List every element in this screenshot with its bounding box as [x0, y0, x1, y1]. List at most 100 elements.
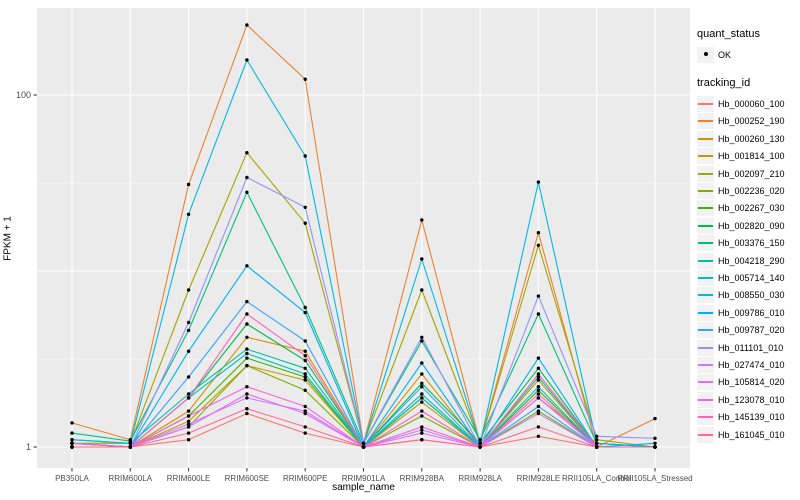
legend-key-line: [697, 165, 714, 182]
data-point: [186, 425, 191, 429]
legend-title-tracking-id: tracking_id: [697, 77, 751, 90]
data-point: [420, 257, 424, 261]
data-point: [245, 392, 249, 396]
data-point: [303, 305, 307, 310]
data-point: [245, 299, 249, 304]
legend-key-line: [697, 252, 714, 269]
legend-key-line: [697, 304, 714, 321]
data-point: [303, 378, 307, 382]
x-tick-label: RRIM928LA: [458, 474, 502, 483]
legend-item: Hb_161045_010: [697, 426, 800, 443]
legend-label: Hb_000060_100: [718, 99, 785, 110]
data-point: [420, 339, 424, 343]
data-point: [303, 310, 307, 315]
legend-line-swatch: [698, 155, 713, 158]
data-point: [70, 441, 74, 445]
data-point: [536, 294, 541, 298]
legend-label: Hb_011101_010: [718, 342, 784, 353]
data-point: [186, 409, 191, 413]
data-point: [245, 322, 249, 326]
legend-line-swatch: [698, 416, 713, 419]
data-point: [245, 190, 249, 194]
data-point: [245, 385, 249, 389]
legend-label: Hb_009786_010: [718, 307, 785, 318]
ok-point-icon: [703, 52, 708, 57]
data-point: [128, 441, 132, 445]
data-point: [420, 288, 424, 292]
x-tick-label: RRIM928BA: [400, 474, 445, 483]
legend-line-swatch: [698, 329, 713, 332]
legend-key-line: [697, 235, 714, 252]
data-point: [536, 356, 541, 360]
legend-label: Hb_001814_100: [718, 151, 785, 162]
legend-line-swatch: [698, 294, 713, 297]
data-point: [303, 205, 307, 209]
data-point: [70, 421, 74, 425]
data-point: [536, 434, 541, 438]
x-tick-label: PB350LA: [55, 474, 89, 483]
data-point: [536, 378, 541, 382]
legend-label: Hb_005714_140: [718, 272, 785, 283]
data-point: [420, 385, 424, 389]
legend-line-swatch: [698, 433, 713, 436]
data-point: [245, 396, 249, 400]
legend-quant-status: quant_status OK: [697, 28, 800, 63]
data-point: [303, 375, 307, 379]
legend-label: Hb_002820_090: [718, 220, 785, 231]
legend-key-line: [697, 217, 714, 234]
data-point: [420, 392, 424, 396]
data-point: [186, 320, 191, 325]
data-point: [245, 351, 249, 356]
x-tick-label: RRIM600LA: [108, 474, 152, 483]
data-point: [245, 312, 249, 316]
legend-item: Hb_002236_020: [697, 182, 800, 200]
data-point: [420, 335, 424, 339]
x-axis-title: sample_name: [332, 482, 395, 493]
data-point: [245, 175, 249, 180]
legend-key-line: [697, 269, 714, 286]
data-point: [186, 392, 191, 396]
data-point: [653, 416, 657, 421]
y-axis-title: FPKM + 1: [2, 216, 14, 261]
data-point: [70, 431, 74, 435]
data-point: [478, 441, 482, 445]
data-point: [420, 218, 424, 222]
x-tick-label: RRIM600SE: [225, 474, 269, 483]
data-point: [361, 445, 366, 449]
legend-item: Hb_009787_020: [697, 321, 800, 339]
data-point: [420, 414, 424, 418]
legend-label: Hb_105814_020: [718, 377, 785, 388]
legend-line-swatch: [698, 363, 713, 366]
data-point: [303, 366, 307, 370]
legend-key-line: [697, 374, 714, 391]
legend-item: Hb_145139_010: [697, 408, 800, 426]
data-point: [186, 288, 191, 292]
data-point: [186, 396, 191, 400]
data-point: [595, 438, 599, 442]
data-point: [595, 445, 599, 449]
data-point: [536, 392, 541, 396]
data-point: [245, 151, 249, 155]
data-point: [186, 438, 191, 442]
data-point: [595, 441, 599, 445]
data-point: [245, 411, 249, 416]
legend-item: Hb_027474_010: [697, 356, 800, 373]
legend-line-swatch: [698, 381, 713, 384]
legend-line-swatch: [698, 276, 713, 279]
legend-label: Hb_000252_190: [718, 116, 785, 127]
data-point: [70, 438, 74, 442]
data-point: [186, 328, 191, 333]
legend-line-swatch: [698, 120, 713, 123]
legend-tracking-id: tracking_id Hb_000060_100 Hb_000252_190 Hb…: [697, 77, 800, 443]
legend-line-swatch: [698, 242, 713, 245]
legend-item: Hb_123078_010: [697, 391, 800, 408]
data-point: [186, 349, 191, 353]
legend-line-swatch: [698, 207, 713, 210]
data-point: [245, 363, 249, 368]
data-point: [420, 400, 424, 404]
legend-key-line: [697, 356, 714, 373]
data-point: [536, 312, 541, 316]
data-point: [303, 221, 307, 225]
legend-line-swatch: [698, 398, 713, 401]
